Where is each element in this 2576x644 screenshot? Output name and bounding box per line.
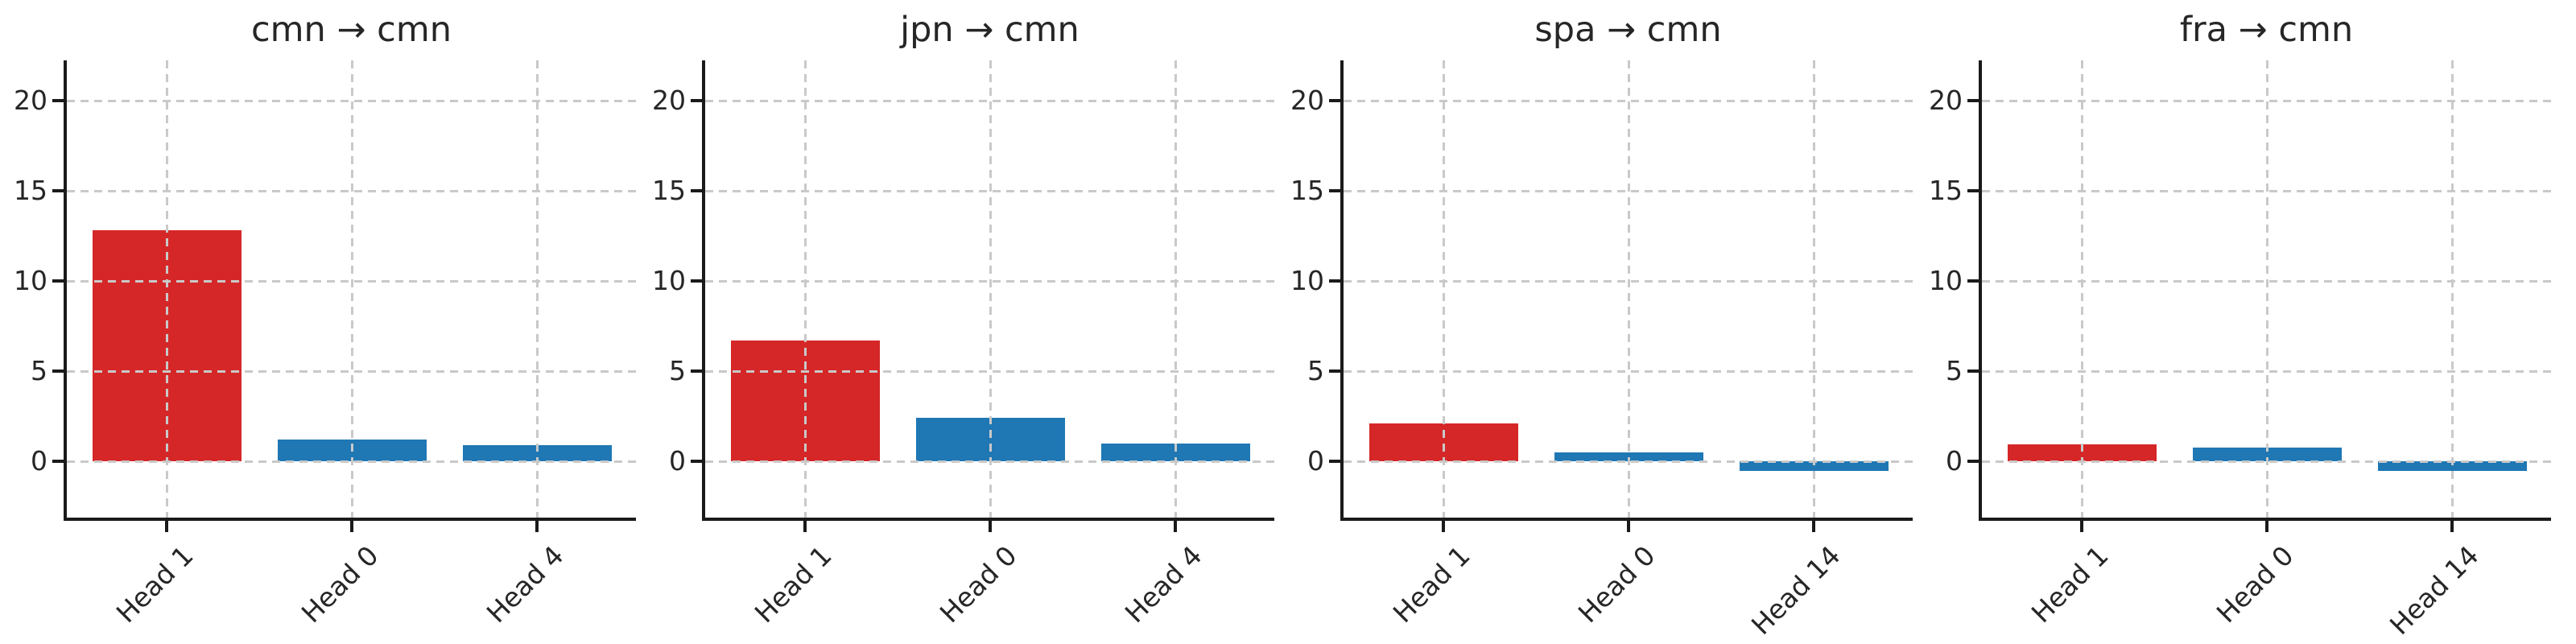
- y-tick-mark: [691, 189, 702, 192]
- gridline-vertical: [166, 60, 168, 518]
- y-tick-mark: [1967, 369, 1979, 373]
- y-axis-tick-label: 20: [1290, 85, 1324, 116]
- x-tick-mark: [165, 521, 168, 532]
- y-axis-tick-label: 5: [669, 355, 686, 386]
- subplot-title: fra → cmn: [2179, 10, 2354, 50]
- x-tick-mark: [989, 521, 992, 532]
- axis-spine-bottom: [64, 518, 636, 521]
- axis-spine-left: [64, 60, 67, 521]
- y-tick-mark: [52, 460, 64, 463]
- y-tick-mark: [1967, 99, 1979, 102]
- x-tick-mark: [1812, 521, 1815, 532]
- y-axis-tick-label: 15: [1290, 175, 1324, 206]
- x-tick-mark: [1442, 521, 1445, 532]
- x-axis-tick-label: Head 1: [110, 539, 200, 630]
- x-tick-mark: [1174, 521, 1177, 532]
- y-axis-tick-label: 15: [14, 175, 47, 206]
- subplot-title: spa → cmn: [1534, 10, 1722, 50]
- y-tick-mark: [1967, 189, 1979, 192]
- x-tick-mark: [2450, 521, 2454, 532]
- gridline-vertical: [2081, 60, 2083, 518]
- axis-spine-bottom: [702, 518, 1274, 521]
- x-axis-tick-label: Head 4: [1119, 539, 1208, 630]
- y-axis-tick-label: 20: [1929, 85, 1963, 116]
- x-tick-mark: [2080, 521, 2083, 532]
- axis-spine-bottom: [1340, 518, 1913, 521]
- y-tick-mark: [52, 99, 64, 102]
- y-tick-mark: [1329, 189, 1340, 192]
- y-tick-mark: [691, 99, 702, 102]
- axis-spine-left: [1979, 60, 1982, 521]
- y-tick-mark: [1967, 279, 1979, 283]
- axis-spine-bottom: [1979, 518, 2551, 521]
- y-axis-tick-label: 15: [652, 175, 686, 206]
- y-axis-tick-label: 20: [14, 85, 47, 116]
- gridline-vertical: [351, 60, 353, 518]
- x-tick-mark: [2265, 521, 2268, 532]
- y-axis-tick-label: 5: [31, 355, 47, 386]
- subplot-spa-cmn: 0 5 10 15 20 Head 1 Head 0 Head 14 spa → cmn: [1290, 10, 1913, 641]
- x-axis-tick-label: Head 0: [934, 539, 1023, 630]
- y-axis-tick-label: 0: [31, 445, 47, 477]
- y-axis-tick-label: 10: [652, 265, 686, 296]
- x-axis-tick-label: Head 0: [295, 539, 385, 630]
- x-tick-mark: [1627, 521, 1630, 532]
- x-axis-tick-label: Head 0: [1572, 539, 1662, 630]
- y-tick-mark: [1329, 99, 1340, 102]
- subplot-title: cmn → cmn: [251, 10, 452, 50]
- subplot-cmn-cmn: 0 5 10 15 20 Head 1 Head 0 Head 4 cmn → cmn: [14, 10, 636, 629]
- gridline-vertical: [989, 60, 992, 518]
- gridline-vertical: [1813, 60, 1815, 518]
- y-axis-tick-label: 10: [1290, 265, 1324, 296]
- y-axis-tick-label: 20: [652, 85, 686, 116]
- gridline-vertical: [1443, 60, 1445, 518]
- gridline-vertical: [536, 60, 539, 518]
- x-tick-mark: [535, 521, 539, 532]
- y-axis-tick-label: 5: [1946, 355, 1963, 386]
- y-tick-mark: [1967, 460, 1979, 463]
- x-axis-tick-label: Head 4: [481, 539, 570, 630]
- x-axis-tick-label: Head 1: [749, 539, 838, 630]
- gridline-vertical: [2451, 60, 2454, 518]
- y-tick-mark: [1329, 460, 1340, 463]
- y-tick-mark: [52, 189, 64, 192]
- y-axis-tick-label: 10: [1929, 265, 1963, 296]
- subplot-jpn-cmn: 0 5 10 15 20 Head 1 Head 0 Head 4 jpn → cmn: [652, 10, 1274, 629]
- x-axis-tick-label: Head 14: [2384, 539, 2485, 642]
- x-tick-mark: [803, 521, 807, 532]
- gridline-vertical: [1628, 60, 1630, 518]
- y-axis-tick-label: 0: [1307, 445, 1324, 477]
- y-tick-mark: [52, 369, 64, 373]
- x-axis-tick-label: Head 1: [1387, 539, 1476, 630]
- axis-spine-left: [1340, 60, 1344, 521]
- y-axis-tick-label: 0: [669, 445, 686, 477]
- axis-spine-left: [702, 60, 705, 521]
- subplot-title: jpn → cmn: [900, 10, 1080, 50]
- gridline-vertical: [804, 60, 807, 518]
- x-axis-tick-label: Head 14: [1745, 539, 1847, 642]
- x-axis-tick-label: Head 0: [2211, 539, 2300, 630]
- subplot-fra-cmn: 0 5 10 15 20 Head 1 Head 0 Head 14 fra → cmn: [1929, 10, 2551, 641]
- x-tick-mark: [350, 521, 353, 532]
- y-tick-mark: [691, 369, 702, 373]
- y-axis-tick-label: 5: [1307, 355, 1324, 386]
- y-tick-mark: [52, 279, 64, 283]
- y-tick-mark: [691, 279, 702, 283]
- y-tick-mark: [1329, 279, 1340, 283]
- x-axis-tick-label: Head 1: [2025, 539, 2115, 630]
- y-axis-tick-label: 10: [14, 265, 47, 296]
- y-tick-mark: [1329, 369, 1340, 373]
- y-tick-mark: [691, 460, 702, 463]
- y-axis-tick-label: 15: [1929, 175, 1963, 206]
- y-axis-tick-label: 0: [1946, 445, 1963, 477]
- gridline-vertical: [2266, 60, 2268, 518]
- gridline-vertical: [1174, 60, 1177, 518]
